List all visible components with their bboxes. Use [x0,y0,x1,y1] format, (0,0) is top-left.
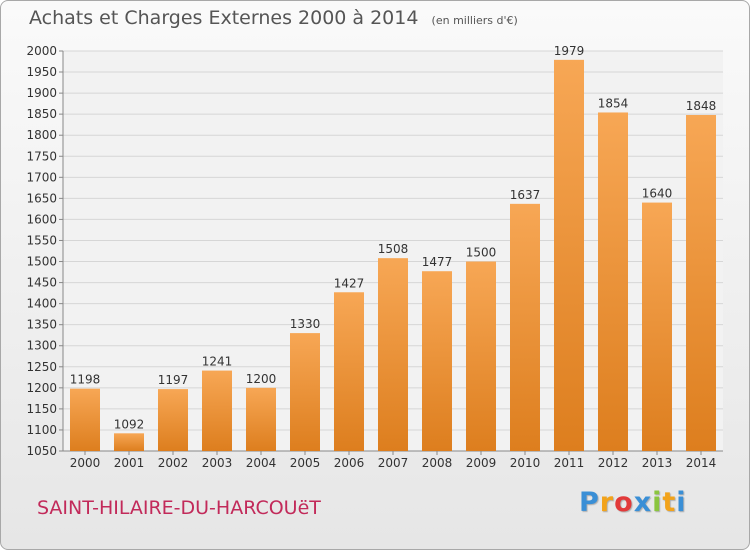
bar [686,115,716,451]
commune-name: SAINT-HILAIRE-DU-HARCOUëT [37,497,321,519]
y-tick-label: 1050 [26,444,57,458]
brand-letter: i [676,487,687,518]
bar [202,370,232,451]
bar-value-label: 1477 [422,255,453,269]
y-tick-label: 1600 [26,212,57,226]
bar [510,203,540,451]
brand-letter: t [662,487,677,518]
bar [70,388,100,451]
bar [334,292,364,451]
bar-value-label: 1508 [378,242,409,256]
bar [642,202,672,451]
y-tick-label: 1100 [26,423,57,437]
y-tick-label: 1350 [26,318,57,332]
x-tick-label: 2012 [598,456,629,470]
brand-letter: i [652,487,663,518]
bar [246,387,276,451]
bar-value-label: 1848 [686,99,717,113]
bar-value-label: 1092 [114,417,145,431]
x-tick-label: 2010 [510,456,541,470]
x-tick-label: 2003 [202,456,233,470]
x-tick-label: 2001 [114,456,145,470]
y-tick-label: 1900 [26,86,57,100]
bar-value-label: 1427 [334,276,365,290]
bar [422,271,452,451]
x-tick-label: 2011 [554,456,585,470]
bar [378,258,408,451]
x-tick-label: 2007 [378,456,409,470]
y-tick-label: 1500 [26,255,57,269]
x-tick-label: 2014 [686,456,717,470]
bar-value-label: 1241 [202,355,233,369]
x-tick-label: 2006 [334,456,365,470]
y-tick-label: 1850 [26,107,57,121]
bar-value-label: 1197 [158,373,189,387]
brand-letter: P [579,487,600,518]
y-tick-label: 1950 [26,65,57,79]
bar-value-label: 1640 [642,187,673,201]
chart-title: Achats et Charges Externes 2000 à 2014 (… [29,7,518,29]
x-tick-label: 2009 [466,456,497,470]
y-tick-label: 2000 [26,44,57,58]
bar-value-label: 1637 [510,188,541,202]
unit-note: (en milliers d'€) [431,14,518,27]
bar [114,433,144,451]
bar-value-label: 1854 [598,96,629,110]
bar-value-label: 1198 [70,373,101,387]
brand-letter: o [614,487,634,518]
y-tick-label: 1700 [26,170,57,184]
y-tick-label: 1250 [26,360,57,374]
bar-value-label: 1979 [554,44,585,58]
y-tick-label: 1650 [26,191,57,205]
title-text: Achats et Charges Externes 2000 à 2014 [29,7,419,29]
y-tick-label: 1200 [26,381,57,395]
bar-value-label: 1330 [290,317,321,331]
x-tick-label: 2004 [246,456,277,470]
y-tick-label: 1750 [26,149,57,163]
x-tick-label: 2002 [158,456,189,470]
x-tick-label: 2005 [290,456,321,470]
bar-value-label: 1500 [466,246,497,260]
y-tick-label: 1450 [26,276,57,290]
y-tick-label: 1550 [26,233,57,247]
y-tick-label: 1150 [26,402,57,416]
bar [466,261,496,451]
x-tick-label: 2008 [422,456,453,470]
bar-value-label: 1200 [246,372,277,386]
y-tick-label: 1800 [26,128,57,142]
x-tick-label: 2000 [70,456,101,470]
brand-logo: Proxiti [579,487,687,518]
bar [290,333,320,451]
bar [598,112,628,451]
bar [554,59,584,452]
y-tick-label: 1400 [26,297,57,311]
brand-letter: x [633,487,653,518]
y-tick-label: 1300 [26,339,57,353]
brand-letter: r [599,487,615,518]
x-tick-label: 2013 [642,456,673,470]
bar [158,389,188,451]
